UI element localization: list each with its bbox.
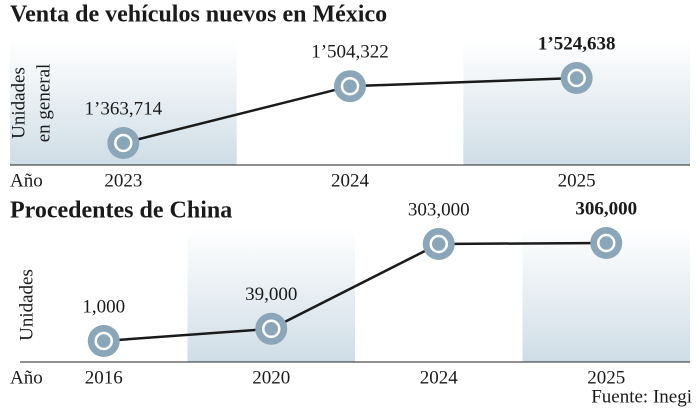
marker-ring	[567, 68, 586, 88]
marker	[107, 127, 140, 159]
point	[87, 325, 120, 357]
chart-title: Venta de vehículos nuevos en México	[10, 2, 387, 28]
point	[334, 70, 366, 103]
value-label: 39,000	[245, 284, 297, 305]
x-axis-label: Año	[10, 367, 43, 388]
point	[590, 227, 623, 259]
marker	[87, 325, 120, 357]
point	[422, 227, 455, 260]
x-tick-label: 2024	[331, 170, 370, 191]
marker	[334, 70, 366, 103]
y-axis-label: en general	[33, 64, 54, 143]
value-label: 303,000	[408, 199, 470, 220]
x-tick-label: 2024	[420, 367, 459, 388]
marker-ring	[94, 331, 113, 351]
value-label: 306,000	[575, 198, 637, 219]
x-tick-label: 2020	[252, 367, 290, 388]
value-label: 1’504,322	[311, 42, 389, 63]
marker	[422, 227, 455, 260]
marker-ring	[114, 133, 133, 153]
marker	[560, 62, 593, 94]
marker-ring	[429, 234, 448, 254]
source: Fuente: Inegi	[591, 386, 692, 407]
x-tick-label: 2016	[85, 367, 123, 388]
y-axis-label: Unidades	[8, 67, 29, 139]
point	[107, 127, 140, 159]
value-label: 1’524,638	[538, 33, 616, 54]
point	[255, 312, 288, 345]
marker	[590, 227, 623, 259]
marker-ring	[262, 319, 281, 339]
y-axis-label: Unidades	[16, 269, 37, 341]
chart-title: Procedentes de China	[10, 198, 232, 224]
x-axis-label: Año	[10, 170, 43, 191]
x-tick-label: 2023	[104, 170, 142, 191]
marker	[255, 312, 288, 345]
marker-ring	[597, 233, 616, 253]
value-label: 1’363,714	[85, 98, 163, 119]
value-label: 1,000	[82, 296, 125, 317]
band-shade	[463, 40, 690, 165]
x-tick-label: 2025	[558, 170, 596, 191]
marker-ring	[340, 76, 360, 96]
x-tick-label: 2025	[587, 367, 625, 388]
line	[103, 241, 607, 343]
point	[560, 62, 593, 94]
